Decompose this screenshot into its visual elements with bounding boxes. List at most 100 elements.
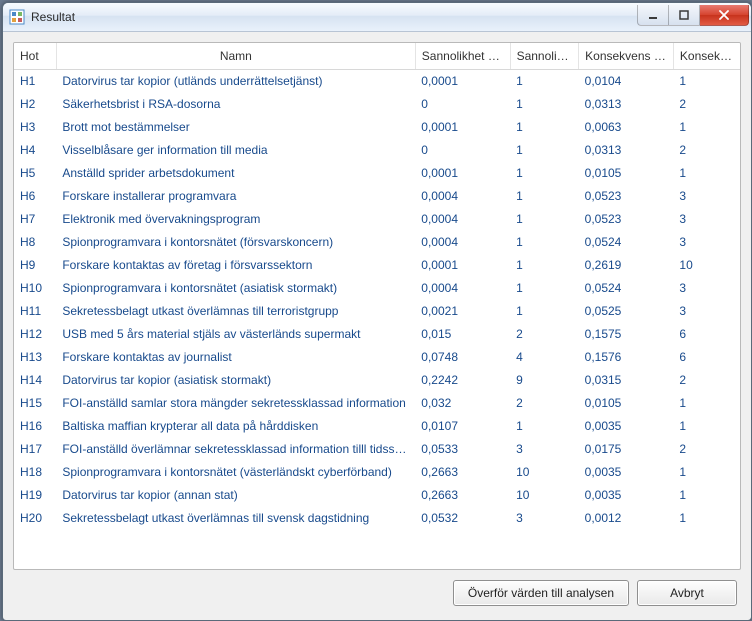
cell-cons: 1: [673, 162, 740, 185]
table-row[interactable]: H6Forskare installerar programvara0,0004…: [14, 185, 740, 208]
cell-prob-weight: 0,0001: [415, 254, 510, 277]
title-bar[interactable]: Resultat: [3, 3, 751, 32]
table-row[interactable]: H18Spionprogramvara i kontorsnätet (väst…: [14, 461, 740, 484]
cell-hot: H14: [14, 369, 56, 392]
cell-prob: 1: [510, 300, 579, 323]
cell-name: Datorvirus tar kopior (asiatisk stormakt…: [56, 369, 415, 392]
col-prob[interactable]: Sannolikhet: [510, 43, 579, 70]
button-row: Överför värden till analysen Avbryt: [13, 570, 741, 610]
cell-cons-weight: 0,2619: [579, 254, 674, 277]
col-prob-weight[interactable]: Sannolikhet vikt: [415, 43, 510, 70]
cell-cons-weight: 0,0313: [579, 139, 674, 162]
table-row[interactable]: H17FOI-anställd överlämnar sekretessklas…: [14, 438, 740, 461]
cell-prob-weight: 0,0004: [415, 277, 510, 300]
cell-name: Baltiska maffian krypterar all data på h…: [56, 415, 415, 438]
table-row[interactable]: H2Säkerhetsbrist i RSA-dosorna010,03132: [14, 93, 740, 116]
table-row[interactable]: H4Visselblåsare ger information till med…: [14, 139, 740, 162]
cell-prob-weight: 0: [415, 93, 510, 116]
cell-hot: H20: [14, 507, 56, 530]
cell-name: FOI-anställd samlar stora mängder sekret…: [56, 392, 415, 415]
cell-name: FOI-anställd överlämnar sekretessklassad…: [56, 438, 415, 461]
table-row[interactable]: H11Sekretessbelagt utkast överlämnas til…: [14, 300, 740, 323]
table-row[interactable]: H19Datorvirus tar kopior (annan stat)0,2…: [14, 484, 740, 507]
cell-name: Forskare installerar programvara: [56, 185, 415, 208]
cell-cons-weight: 0,0105: [579, 392, 674, 415]
cell-prob: 9: [510, 369, 579, 392]
cell-prob: 10: [510, 484, 579, 507]
cell-cons-weight: 0,1575: [579, 323, 674, 346]
cell-cons: 6: [673, 323, 740, 346]
cell-prob: 10: [510, 461, 579, 484]
cell-prob-weight: 0,0001: [415, 162, 510, 185]
cell-prob: 3: [510, 507, 579, 530]
cell-prob: 1: [510, 254, 579, 277]
cell-prob: 1: [510, 415, 579, 438]
maximize-button[interactable]: [669, 5, 700, 26]
transfer-button[interactable]: Överför värden till analysen: [453, 580, 629, 606]
table-row[interactable]: H10Spionprogramvara i kontorsnätet (asia…: [14, 277, 740, 300]
close-button[interactable]: [700, 5, 749, 26]
col-cons[interactable]: Konsekvens: [673, 43, 740, 70]
cell-prob-weight: 0,0748: [415, 346, 510, 369]
table-row[interactable]: H15FOI-anställd samlar stora mängder sek…: [14, 392, 740, 415]
cell-cons: 3: [673, 185, 740, 208]
cell-cons-weight: 0,0523: [579, 208, 674, 231]
window-frame: Resultat Hot Namn: [2, 2, 752, 621]
table-row[interactable]: H20Sekretessbelagt utkast överlämnas til…: [14, 507, 740, 530]
cell-cons-weight: 0,0012: [579, 507, 674, 530]
cell-prob: 1: [510, 116, 579, 139]
cell-cons: 3: [673, 277, 740, 300]
cell-prob-weight: 0,0001: [415, 70, 510, 94]
col-hot[interactable]: Hot: [14, 43, 56, 70]
cell-cons: 2: [673, 93, 740, 116]
table-row[interactable]: H14Datorvirus tar kopior (asiatisk storm…: [14, 369, 740, 392]
cell-hot: H16: [14, 415, 56, 438]
minimize-button[interactable]: [637, 5, 669, 26]
cell-prob-weight: 0,2663: [415, 484, 510, 507]
table-row[interactable]: H1Datorvirus tar kopior (utländs underrä…: [14, 70, 740, 94]
cell-cons: 10: [673, 254, 740, 277]
table-row[interactable]: H13Forskare kontaktas av journalist0,074…: [14, 346, 740, 369]
cell-prob: 1: [510, 185, 579, 208]
cancel-button[interactable]: Avbryt: [637, 580, 737, 606]
table-row[interactable]: H5Anställd sprider arbetsdokument0,0001 1…: [14, 162, 740, 185]
cell-name: Forskare kontaktas av journalist: [56, 346, 415, 369]
cell-hot: H10: [14, 277, 56, 300]
cell-prob: 4: [510, 346, 579, 369]
cell-prob: 2: [510, 323, 579, 346]
cell-name: Anställd sprider arbetsdokument: [56, 162, 415, 185]
col-name[interactable]: Namn: [56, 43, 415, 70]
cell-name: Datorvirus tar kopior (utländs underrätt…: [56, 70, 415, 94]
cell-hot: H19: [14, 484, 56, 507]
cell-cons-weight: 0,0524: [579, 277, 674, 300]
cell-name: Spionprogramvara i kontorsnätet (västerl…: [56, 461, 415, 484]
cell-prob-weight: 0,032: [415, 392, 510, 415]
table-row[interactable]: H16Baltiska maffian krypterar all data p…: [14, 415, 740, 438]
client-area: Hot Namn Sannolikhet vikt Sannolikhet Ko…: [3, 32, 751, 620]
cell-cons-weight: 0,0175: [579, 438, 674, 461]
cell-hot: H4: [14, 139, 56, 162]
table-row[interactable]: H12USB med 5 års material stjäls av väst…: [14, 323, 740, 346]
cell-hot: H5: [14, 162, 56, 185]
cell-prob-weight: 0,0532: [415, 507, 510, 530]
table-row[interactable]: H8Spionprogramvara i kontorsnätet (försv…: [14, 231, 740, 254]
cell-cons: 1: [673, 70, 740, 94]
cell-name: Säkerhetsbrist i RSA-dosorna: [56, 93, 415, 116]
table-row[interactable]: H7Elektronik med övervakningsprogram0,00…: [14, 208, 740, 231]
cell-cons: 2: [673, 139, 740, 162]
cell-cons-weight: 0,0035: [579, 415, 674, 438]
cell-cons: 1: [673, 392, 740, 415]
cell-cons: 1: [673, 507, 740, 530]
cell-cons-weight: 0,0063: [579, 116, 674, 139]
col-cons-weight[interactable]: Konsekvens vikt: [579, 43, 674, 70]
table-header-row: Hot Namn Sannolikhet vikt Sannolikhet Ko…: [14, 43, 740, 70]
cell-cons-weight: 0,0523: [579, 185, 674, 208]
cell-name: Spionprogramvara i kontorsnätet (asiatis…: [56, 277, 415, 300]
cell-cons: 1: [673, 484, 740, 507]
cell-cons: 1: [673, 461, 740, 484]
cell-prob-weight: 0,0533: [415, 438, 510, 461]
table-row[interactable]: H3Brott mot bestämmelser0,000110,00631: [14, 116, 740, 139]
results-panel: Hot Namn Sannolikhet vikt Sannolikhet Ko…: [13, 42, 741, 570]
cell-hot: H18: [14, 461, 56, 484]
table-row[interactable]: H9Forskare kontaktas av företag i försva…: [14, 254, 740, 277]
